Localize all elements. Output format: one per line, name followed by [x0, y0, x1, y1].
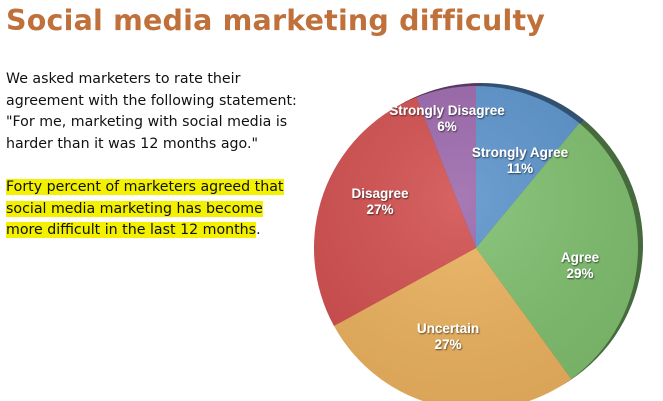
highlighted-text: social media marketing has become: [6, 200, 263, 217]
slice-label-name: Uncertain: [417, 321, 479, 336]
slice-label-value: 27%: [366, 202, 393, 217]
slice-label-name: Agree: [561, 250, 600, 265]
intro-line: harder than it was 12 months ago.": [6, 135, 258, 152]
highlighted-text: Forty percent of marketers agreed that: [6, 179, 284, 195]
slice-label-value: 29%: [566, 266, 593, 281]
slice-label-name: Strongly Agree: [472, 145, 569, 160]
slice-label-value: 27%: [434, 337, 461, 352]
highlighted-text: more difficult in the last 12 months: [6, 222, 257, 238]
intro-line: We asked marketers to rate their: [6, 71, 241, 87]
pie-slices: [314, 86, 638, 401]
survey-intro: We asked marketers to rate their agreeme…: [6, 69, 306, 155]
slice-label-value: 11%: [507, 161, 533, 176]
page-title: Social media marketing difficulty: [6, 4, 546, 37]
key-finding: Forty percent of marketers agreed that s…: [6, 177, 306, 242]
intro-line: "For me, marketing with social media is: [6, 114, 288, 130]
pie-labels: Strongly Agree11%Agree29%Uncertain27%Dis…: [351, 103, 599, 352]
intro-line: agreement with the following statement:: [6, 92, 297, 109]
slice-label-name: Disagree: [351, 186, 409, 201]
slice-label-value: 6%: [437, 119, 457, 134]
slice-label-name: Strongly Disagree: [389, 103, 505, 118]
finding-period: .: [256, 222, 261, 238]
